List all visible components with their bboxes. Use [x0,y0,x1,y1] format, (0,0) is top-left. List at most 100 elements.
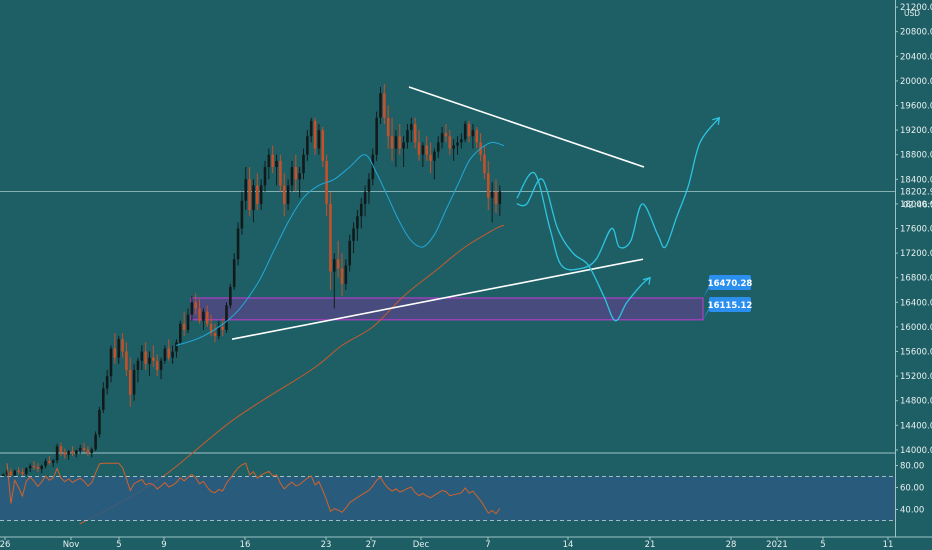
candle-body [498,191,502,204]
grid [0,0,932,538]
candle-body [398,136,402,149]
candle-body [298,173,301,180]
price-tick-label: 14400.00 [900,421,932,431]
candle-body [333,259,336,272]
candle-body [175,342,178,352]
time-tick-label: 23 [321,540,332,550]
candle-body [267,154,271,167]
candle-body [55,446,59,461]
candle-body [229,286,232,306]
candle-body [182,323,186,330]
time-tick-label: 14 [563,540,574,550]
candle-body [194,302,197,309]
candle-body [433,151,436,161]
rsi-tick-label: 40.00 [900,506,924,516]
candle-body [186,314,190,330]
candle-body [383,93,386,118]
candle-body [121,339,124,352]
candle-body [483,154,486,174]
price-tick-label: 21200.00 [900,3,932,13]
price-tick-label: 14000.00 [900,446,932,456]
time-tick-label: 7 [485,540,490,550]
candle-body [321,130,325,161]
time-tick-label: 11 [883,540,894,550]
candle-body [252,185,255,211]
price-tick-label: 20000.00 [900,77,932,87]
candle-body [140,351,144,361]
candle-body [275,160,278,167]
candle-body [232,259,236,287]
candle-body [471,130,475,137]
slow-ma-line [79,224,505,525]
candle-body [155,360,159,370]
candle-body [244,179,248,201]
candle-body [390,136,394,149]
support-zone [190,297,704,321]
candle-body [294,166,298,180]
candle-body [78,448,82,451]
candle-body [90,449,94,453]
price-tick-label: 18000.00 [900,200,932,210]
candle-body [425,145,428,155]
candle-body [40,465,43,469]
candle-body [109,348,113,377]
candle-body [467,123,471,137]
moving-average-slow [79,224,505,525]
rsi-tick-label: 80.00 [900,462,924,472]
time-tick-label: 21 [645,540,656,550]
support-zone-box [190,297,704,321]
price-axis[interactable]: 14000.00 14400.00 14800.00 15200.00 15600.00… [895,3,932,456]
candle-body [179,323,182,343]
candle-body [163,348,167,361]
candle-body [205,311,209,324]
candle-body [263,166,267,186]
price-tick-label: 20400.00 [900,52,932,62]
currency-label: USD [904,9,920,18]
candle-body [248,179,251,211]
candle-body [44,460,47,466]
candle-body [444,133,448,137]
price-tick-label: 16000.00 [900,323,932,333]
candle-body [317,130,321,149]
candle-body [406,130,409,143]
price-tick-label: 18800.00 [900,151,932,161]
candle-body [86,449,90,453]
candle-body [386,117,390,137]
candle-body [340,268,344,284]
candle-body [117,339,120,358]
candle-body [28,465,32,469]
candle-body [213,333,217,337]
lower-trendline [231,258,644,340]
last-price-badge [896,185,932,198]
price-tag-label: 16470.28 [708,279,753,289]
candle-body [17,470,20,473]
candle-body [225,305,228,330]
candle-body [82,448,86,450]
candle-body [198,308,201,321]
candle-body [221,326,224,330]
candle-body [302,154,305,174]
candle-body [290,166,294,186]
time-tick-label: 5 [116,540,121,550]
candlesticks [1,83,502,480]
time-axis[interactable]: 26 Nov 5 9 16 23 27 Dec 7 14 21 28 2021 5 11 [0,537,893,550]
candle-body [436,142,440,152]
price-tag-box [709,297,751,312]
candle-body [256,185,259,204]
candle-body [410,123,413,131]
time-tick-label: 9 [161,540,166,550]
candle-body [209,323,213,334]
candle-body [282,185,286,204]
candle-body [487,173,490,198]
candle-body [279,160,282,186]
candle-body [148,357,151,364]
last-price-label: 18202.94 [900,187,932,197]
candle-body [490,191,494,198]
candle-body [48,460,51,463]
candle-body [452,145,455,149]
price-tick-label: 17200.00 [900,249,932,259]
price-tag: 16115.12 [703,297,752,320]
candle-body [125,351,128,370]
price-tag-box [709,275,751,290]
